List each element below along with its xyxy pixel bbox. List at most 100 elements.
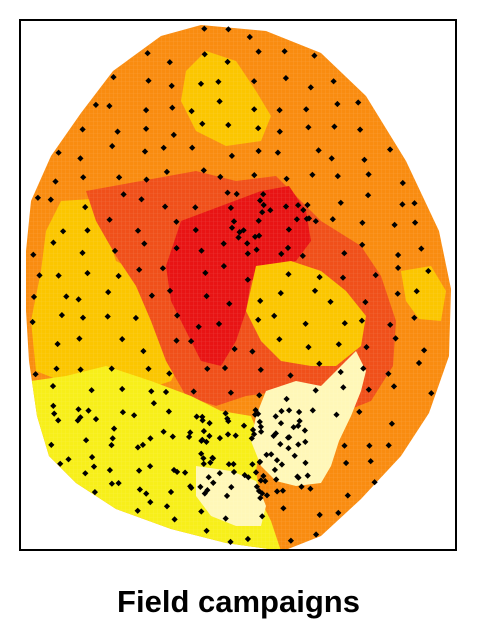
sample-point [367,458,374,465]
sample-point [217,173,224,181]
sample-point [163,168,171,176]
sample-point [301,427,309,434]
sample-point [420,347,428,354]
sample-point [231,345,238,353]
sample-point [307,485,314,492]
sample-point [312,531,320,538]
sample-point [415,359,423,367]
sample-point [52,178,59,185]
sample-point [327,298,334,305]
sample-point [206,419,213,427]
sample-point [135,467,143,474]
sample-point [254,410,262,418]
sample-point [202,269,209,277]
sample-point [337,368,344,376]
sample-point [304,472,311,479]
sample-point [388,420,396,427]
sample-point [181,469,189,476]
sample-point [311,287,319,294]
sample-point [115,272,122,280]
sample-point [246,33,253,41]
sample-point [392,335,399,342]
sample-point [55,272,62,279]
sample-point [365,386,372,393]
sample-point [198,508,205,515]
sample-point [273,476,280,483]
sample-point [80,174,87,181]
sample-point [277,440,284,448]
sample-point [55,149,62,156]
sample-point [134,227,142,234]
sample-point [335,341,342,348]
sample-point [138,196,145,203]
sample-point [142,125,150,132]
sample-point [295,408,303,416]
sample-point [173,468,181,476]
sample-point [166,59,173,66]
sample-point [120,191,127,198]
sample-point [244,240,251,247]
sample-point [225,121,232,129]
sample-point [197,80,205,87]
sample-point [215,78,222,85]
sample-point [109,142,116,150]
sample-point [295,422,302,430]
sample-point [277,289,284,297]
sample-point [189,144,196,151]
sample-point [222,410,229,417]
sample-point [385,442,392,449]
sample-point [233,190,240,198]
sample-point [235,234,242,241]
sample-point [276,336,283,343]
sample-point [356,408,363,416]
sample-point [54,340,61,348]
sample-point [341,320,348,327]
sample-point [316,360,323,367]
sample-point [253,483,261,490]
sample-point [145,77,152,84]
sample-point [277,420,285,427]
sample-point [294,473,301,480]
sample-point [363,343,370,351]
sample-point [169,104,176,111]
sample-point [36,272,43,279]
sample-point [171,516,178,523]
sample-point [59,228,67,235]
sample-point [227,204,235,212]
sample-point [372,271,379,279]
sample-point [287,372,294,379]
sample-point [285,445,292,452]
sample-point [106,102,113,110]
sample-point [394,290,401,297]
sample-point [291,452,298,459]
sample-point [187,338,195,345]
sample-point [316,511,323,519]
sample-point [110,73,117,81]
sample-point [309,407,316,414]
sample-point [413,288,420,295]
sample-point [358,317,366,324]
sample-point [333,411,340,418]
sample-point [92,101,100,109]
sample-point [192,226,199,234]
sample-point [296,417,303,425]
sample-point [141,148,149,155]
sample-point [84,227,91,234]
sample-point [385,370,392,377]
sample-point [428,390,435,397]
sample-point [160,144,167,151]
map-caption: Field campaigns [117,584,360,619]
sample-point [334,172,341,180]
sample-point [362,298,369,306]
sample-point [302,459,309,467]
sample-point [228,224,236,231]
sample-point [115,174,123,181]
sample-point [236,228,243,236]
sample-point [225,26,232,33]
sample-point [280,505,287,512]
sample-point [284,434,292,441]
sample-point [160,428,167,435]
sample-point [251,106,258,113]
sample-point [203,292,210,300]
sample-point [106,216,113,223]
